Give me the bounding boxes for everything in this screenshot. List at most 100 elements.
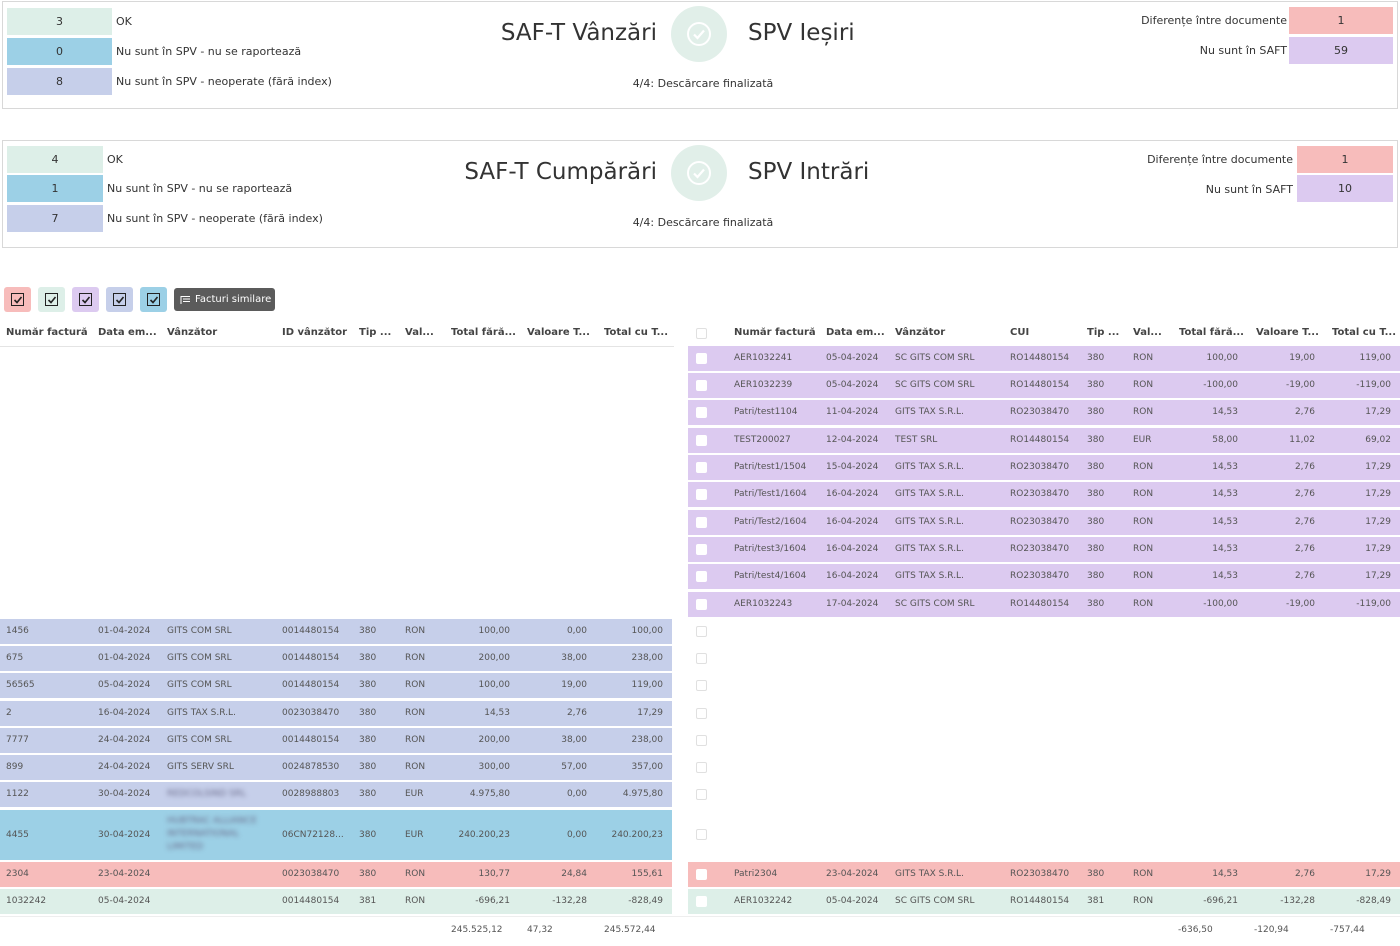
right-header-col-3[interactable]: CUI	[1010, 327, 1030, 338]
right-cell-col-8: 17,29	[1365, 407, 1391, 417]
left-header-col-7[interactable]: Valoare T...	[527, 327, 590, 338]
right-cell-col-7: -132,28	[1280, 896, 1315, 906]
row-checkbox[interactable]	[696, 380, 707, 391]
right-cell-col-3: RO14480154	[1010, 353, 1070, 363]
left-cell-col-3: 06CN72128...	[282, 830, 344, 840]
right-header-col-4[interactable]: Tip ...	[1087, 327, 1120, 338]
row-checkbox[interactable]	[696, 353, 707, 364]
row-checkbox[interactable]	[696, 599, 707, 610]
filter-ok[interactable]	[38, 287, 65, 312]
row-checkbox[interactable]	[696, 544, 707, 555]
right-table-row[interactable]: Patri/test3/1604 16-04-2024 GITS TAX S.R.L…	[688, 537, 1400, 562]
row-checkbox[interactable]	[696, 435, 707, 446]
left-table-row[interactable]: 56565 05-04-2024 GITS COM SRL 0014480154 380…	[0, 673, 672, 698]
left-table-row[interactable]: 1122 30-04-2024 REDCOLSIND SRL 0028988803 38…	[0, 782, 672, 807]
row-checkbox[interactable]	[696, 407, 707, 418]
row-checkbox[interactable]	[696, 489, 707, 500]
right-cell-col-0: Patri/test4/1604	[734, 571, 807, 581]
right-cell-col-6: 14,53	[1212, 517, 1238, 527]
left-table-row[interactable]: 899 24-04-2024 GITS SERV SRL 0024878530 380 R…	[0, 755, 672, 780]
similar-invoices-button[interactable]: Facturi similare	[174, 288, 275, 311]
row-checkbox[interactable]	[696, 680, 707, 691]
right-header-col-1[interactable]: Data em...	[826, 327, 885, 338]
row-checkbox[interactable]	[696, 626, 707, 637]
left-header-col-6[interactable]: Total fără...	[451, 327, 516, 338]
filter-differences[interactable]	[4, 287, 31, 312]
right-table-row[interactable]: Patri/test4/1604 16-04-2024 GITS TAX S.R.L…	[688, 564, 1400, 589]
left-header-col-1[interactable]: Data em...	[98, 327, 157, 338]
row-checkbox[interactable]	[696, 653, 707, 664]
spv-in-title: SPV Intrări	[748, 159, 870, 185]
left-table-row[interactable]: 1032242 05-04-2024 0014480154 381 RON -696,21…	[0, 889, 672, 914]
right-table-row[interactable]: Patri/test1104 11-04-2024 GITS TAX S.R.L. R…	[688, 400, 1400, 425]
sales-unoperated-row[interactable]: 8 Nu sunt în SPV - neoperate (fără index…	[7, 68, 332, 95]
row-checkbox[interactable]	[696, 896, 707, 907]
purchases-summary-panel: 4 OK 1 Nu sunt în SPV - nu se raportează…	[2, 140, 1398, 248]
right-cell-col-0: AER1032243	[734, 599, 793, 609]
sales-not-in-saft-value[interactable]: 59	[1289, 37, 1393, 64]
left-header-col-0[interactable]: Număr factură	[6, 327, 88, 338]
row-checkbox[interactable]	[696, 571, 707, 582]
left-table-row[interactable]: 4455 30-04-2024 HUBTRAC ALLIANCE INTERNATI…	[0, 810, 672, 860]
right-cell-col-8: 17,29	[1365, 517, 1391, 527]
left-header-col-3[interactable]: ID vânzător	[282, 327, 348, 338]
filter-not-in-saft[interactable]	[72, 287, 99, 312]
right-table-row[interactable]: AER1032243 17-04-2024 SC GITS COM SRL RO144…	[688, 592, 1400, 617]
left-total-col-1: 47,32	[527, 925, 553, 935]
right-cell-col-6: 14,53	[1212, 407, 1238, 417]
row-checkbox[interactable]	[696, 789, 707, 800]
left-table-row[interactable]: 7777 24-04-2024 GITS COM SRL 0014480154 380 R…	[0, 728, 672, 753]
filter-unoperated[interactable]	[106, 287, 133, 312]
row-checkbox[interactable]	[696, 462, 707, 473]
sales-diff-value[interactable]: 1	[1289, 7, 1393, 34]
right-table-row[interactable]: AER1032239 05-04-2024 SC GITS COM SRL RO144…	[688, 373, 1400, 398]
right-table-row[interactable]: Patri/Test2/1604 16-04-2024 GITS TAX S.R.L…	[688, 510, 1400, 535]
right-cell-col-6: 100,00	[1206, 353, 1239, 363]
right-header-col-5[interactable]: Val...	[1133, 327, 1162, 338]
left-cell-col-1: 01-04-2024	[98, 653, 151, 663]
row-checkbox[interactable]	[696, 869, 707, 880]
right-cell-col-4: 380	[1087, 407, 1105, 417]
right-header-col-7[interactable]: Valoare T...	[1256, 327, 1319, 338]
right-cell-col-2: GITS TAX S.R.L.	[895, 571, 964, 581]
row-checkbox[interactable]	[696, 829, 707, 840]
purchases-diff-value[interactable]: 1	[1297, 146, 1393, 173]
purchases-ok-row[interactable]: 4 OK	[7, 146, 123, 173]
left-table-row[interactable]: 1456 01-04-2024 GITS COM SRL 0014480154 380 R…	[0, 619, 672, 644]
row-checkbox[interactable]	[696, 735, 707, 746]
left-header-col-2[interactable]: Vânzător	[167, 327, 218, 338]
left-header-col-5[interactable]: Val...	[405, 327, 434, 338]
select-all-checkbox[interactable]	[696, 328, 707, 339]
right-table-row[interactable]: AER1032242 05-04-2024 SC GITS COM SRL RO144…	[688, 889, 1400, 914]
right-header-col-8[interactable]: Total cu T...	[1332, 327, 1397, 338]
right-table-row[interactable]: Patri/test1/1504 15-04-2024 GITS TAX S.R.L…	[688, 455, 1400, 480]
right-cell-col-8: -119,00	[1356, 599, 1391, 609]
right-cell-col-5: RON	[1133, 896, 1154, 906]
left-cell-col-0: 2304	[6, 869, 29, 879]
left-header-col-8[interactable]: Total cu T...	[604, 327, 669, 338]
purchases-not-in-saft-value[interactable]: 10	[1297, 175, 1393, 202]
right-table-row[interactable]: Patri2304 23-04-2024 GITS TAX S.R.L. RO2303…	[688, 862, 1400, 887]
right-table-row[interactable]: AER1032241 05-04-2024 SC GITS COM SRL RO144…	[688, 346, 1400, 371]
row-checkbox[interactable]	[696, 517, 707, 528]
right-table-row[interactable]: TEST200027 12-04-2024 TEST SRL RO14480154 38…	[688, 428, 1400, 453]
filter-not-reported[interactable]	[140, 287, 167, 312]
left-table-row[interactable]: 2 16-04-2024 GITS TAX S.R.L. 0023038470 380 R…	[0, 701, 672, 726]
right-cell-col-6: 14,53	[1212, 489, 1238, 499]
left-cell-col-6: 100,00	[478, 626, 511, 636]
left-table-row[interactable]: 2304 23-04-2024 0023038470 380 RON 130,77 24,8…	[0, 862, 672, 887]
right-cell-col-2: GITS TAX S.R.L.	[895, 462, 964, 472]
row-checkbox[interactable]	[696, 762, 707, 773]
right-table-row[interactable]: Patri/Test1/1604 16-04-2024 GITS TAX S.R.L…	[688, 482, 1400, 507]
purchases-unoperated-row[interactable]: 7 Nu sunt în SPV - neoperate (fără index…	[7, 205, 323, 232]
purchases-not-reported-row[interactable]: 1 Nu sunt în SPV - nu se raportează	[7, 175, 292, 202]
right-header-col-6[interactable]: Total fără...	[1179, 327, 1244, 338]
sales-ok-row[interactable]: 3 OK	[7, 8, 132, 35]
right-cell-col-4: 380	[1087, 517, 1105, 527]
right-header-col-2[interactable]: Vânzător	[895, 327, 946, 338]
right-header-col-0[interactable]: Număr factură	[734, 327, 816, 338]
sales-not-reported-row[interactable]: 0 Nu sunt în SPV - nu se raportează	[7, 38, 301, 65]
left-header-col-4[interactable]: Tip ...	[359, 327, 392, 338]
left-table-row[interactable]: 675 01-04-2024 GITS COM SRL 0014480154 380 RO…	[0, 646, 672, 671]
row-checkbox[interactable]	[696, 708, 707, 719]
